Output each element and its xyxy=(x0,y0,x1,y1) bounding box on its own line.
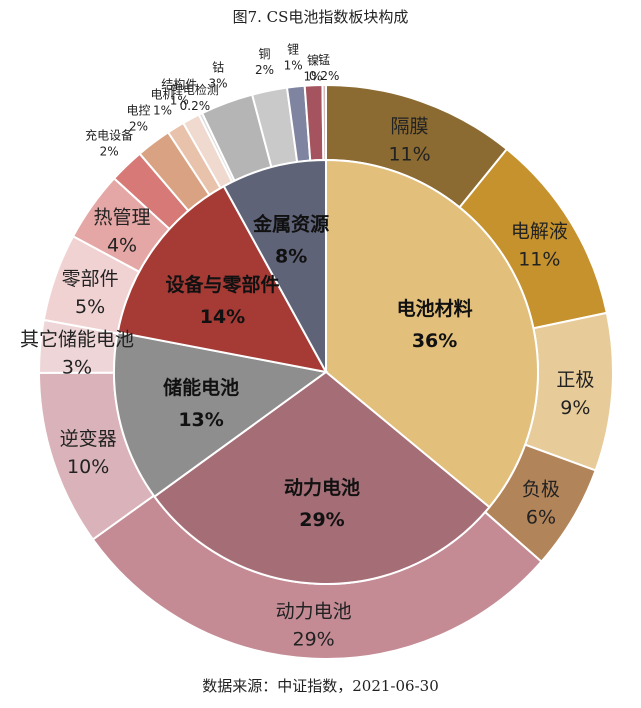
outer-label-value-0: 11% xyxy=(388,143,430,165)
outer-label-value-13: 0.2% xyxy=(180,99,211,113)
outer-label-value-18: 0.2% xyxy=(309,69,340,83)
inner-label-name-4: 金属资源 xyxy=(252,212,329,235)
outer-label-name-11: 电机 xyxy=(151,87,175,101)
outer-label-value-14: 3% xyxy=(209,76,228,90)
outer-label-name-10: 电控 xyxy=(127,104,151,118)
inner-slice-1 xyxy=(153,370,491,585)
outer-slice-18 xyxy=(321,83,327,162)
outer-label-value-7: 5% xyxy=(75,296,105,318)
inner-label-value-4: 8% xyxy=(275,245,307,267)
chart-source: 数据来源：中证指数，2021-06-30 xyxy=(202,677,439,695)
outer-label-name-4: 动力电池 xyxy=(276,601,352,623)
outer-label-value-5: 10% xyxy=(67,456,109,478)
outer-label-name-1: 电解液 xyxy=(511,221,568,243)
outer-label-value-11: 1% xyxy=(153,103,172,117)
outer-label-value-1: 11% xyxy=(518,249,560,271)
outer-label-name-6: 其它储能电池 xyxy=(20,329,134,351)
inner-label-value-1: 29% xyxy=(299,509,344,531)
outer-label-name-0: 隔膜 xyxy=(391,115,429,137)
outer-label-value-3: 6% xyxy=(526,507,556,529)
outer-label-name-17: 镍 xyxy=(307,53,319,67)
outer-label-value-6: 3% xyxy=(62,357,92,379)
inner-label-value-2: 13% xyxy=(178,409,223,431)
inner-slice-2 xyxy=(113,331,329,499)
outer-label-value-9: 2% xyxy=(100,145,119,159)
inner-label-name-3: 设备与零部件 xyxy=(165,273,279,296)
outer-label-value-17: 1% xyxy=(303,69,322,83)
outer-slice-2 xyxy=(523,311,614,472)
inner-slice-3 xyxy=(116,184,328,374)
outer-label-value-10: 2% xyxy=(129,120,148,134)
outer-label-name-18: 锰 xyxy=(318,52,330,67)
inner-label-name-0: 电池材料 xyxy=(397,297,473,320)
outer-label-name-16: 锂 xyxy=(287,42,299,57)
outer-label-name-14: 钴 xyxy=(212,59,224,74)
inner-label-value-3: 14% xyxy=(200,306,245,328)
outer-label-name-5: 逆变器 xyxy=(60,428,117,450)
inner-slice-0 xyxy=(325,158,539,509)
outer-label-value-4: 29% xyxy=(292,629,334,651)
inner-label-name-2: 储能电池 xyxy=(163,376,239,399)
outer-label-value-2: 9% xyxy=(560,397,590,419)
outer-label-name-8: 热管理 xyxy=(94,206,151,228)
outer-label-name-9: 充电设备 xyxy=(85,128,133,143)
inner-label-name-1: 动力电池 xyxy=(284,476,360,499)
outer-label-value-15: 2% xyxy=(255,63,274,77)
outer-label-name-13: 锂电检测 xyxy=(171,82,219,97)
inner-slice-4 xyxy=(222,158,327,373)
inner-label-value-0: 36% xyxy=(412,330,457,352)
chart-title: 图7. CS电池指数板块构成 xyxy=(232,8,409,26)
outer-label-value-8: 4% xyxy=(107,234,137,256)
outer-label-value-12: 1% xyxy=(170,94,189,108)
outer-label-name-3: 负极 xyxy=(522,479,560,501)
outer-label-name-15: 铜 xyxy=(259,46,271,61)
outer-label-name-7: 零部件 xyxy=(62,268,119,290)
outer-label-value-16: 1% xyxy=(284,59,303,73)
outer-label-name-2: 正极 xyxy=(556,369,594,391)
outer-label-name-12: 结构件 xyxy=(161,77,197,92)
